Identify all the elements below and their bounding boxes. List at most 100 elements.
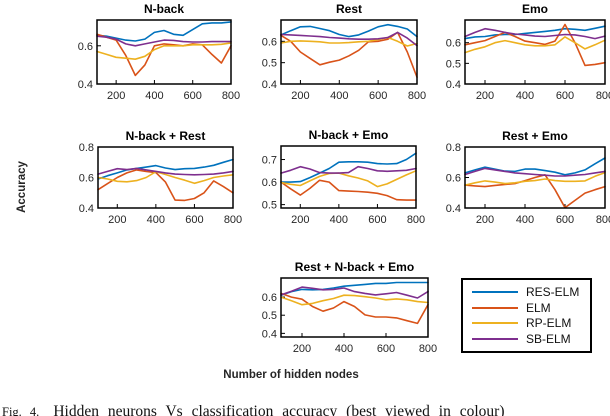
- x-tick-label: 600: [184, 90, 202, 102]
- plot-box: [280, 277, 429, 338]
- x-tick-label: 800: [419, 343, 437, 355]
- plot-box: [280, 145, 417, 209]
- series-line-sb-elm: [280, 286, 429, 299]
- subplot-title: Rest: [336, 2, 362, 16]
- y-tick-label: 0.6: [262, 292, 277, 304]
- subplot-nback-emo: N-back + Emo 0.5 0.6 0.7 200 400 600 800: [247, 126, 426, 232]
- legend-entry-res-elm: RES-ELM: [472, 285, 590, 299]
- series-line-res-elm: [464, 157, 606, 176]
- x-tick-label: 600: [185, 214, 203, 226]
- legend-label-elm: ELM: [526, 300, 551, 315]
- series-line-rp-elm: [464, 36, 606, 54]
- x-tick-label: 400: [516, 214, 534, 226]
- x-tick-label: 400: [516, 90, 534, 102]
- subplot-canvas: Rest + N-back + Emo 0.4 0.5 0.6 200 400 600 800: [262, 260, 437, 355]
- x-tick-label: 800: [596, 90, 610, 102]
- series-line-sb-elm: [96, 35, 232, 47]
- legend-entry-elm: ELM: [472, 301, 590, 315]
- series-line-rp-elm: [280, 36, 418, 47]
- x-tick-label: 200: [108, 214, 126, 226]
- series-line-res-elm: [280, 152, 417, 183]
- subplot-title: N-back: [144, 2, 184, 16]
- series-line-sb-elm: [464, 167, 606, 177]
- x-tick-label: 200: [291, 214, 309, 226]
- x-tick-label: 400: [335, 343, 353, 355]
- legend-line-rp-elm-icon: [472, 322, 518, 325]
- x-axis-label: Number of hidden nodes: [223, 369, 359, 381]
- series-line-res-elm: [96, 21, 232, 42]
- subplot-nback: N-back 0.4 0.6 200 400 600 800: [63, 0, 241, 108]
- y-tick-label: 0.5: [446, 58, 461, 70]
- plot-box: [464, 19, 606, 85]
- series-line-res-elm: [464, 25, 606, 40]
- series-line-elm: [464, 23, 606, 67]
- x-tick-label: 800: [408, 90, 426, 102]
- legend-line-sb-elm-icon: [472, 338, 518, 341]
- series-line-sb-elm: [280, 165, 417, 174]
- y-tick-label: 0.4: [446, 203, 461, 215]
- subplot-emo: Emo 0.4 0.5 0.6 200 400 600 800: [431, 0, 610, 108]
- x-tick-label: 800: [596, 214, 610, 226]
- x-tick-label: 400: [330, 90, 348, 102]
- y-tick-label: 0.5: [262, 58, 277, 70]
- y-tick-label: 0.8: [446, 142, 461, 154]
- x-tick-label: 200: [476, 214, 494, 226]
- legend-label-sb-elm: SB-ELM: [526, 332, 571, 347]
- y-tick-label: 0.4: [262, 79, 277, 91]
- plot-box: [464, 146, 606, 209]
- subplot-title: Rest + Emo: [502, 129, 568, 143]
- series-line-elm: [97, 169, 234, 202]
- series-line-res-elm: [97, 158, 234, 180]
- series-line-sb-elm: [97, 167, 234, 176]
- y-tick-label: 0.6: [79, 173, 94, 185]
- y-tick-label: 0.6: [446, 173, 461, 185]
- legend-line-elm-icon: [472, 306, 518, 309]
- figure-caption: Fig. 4. Hidden neurons Vs classification …: [2, 403, 610, 416]
- y-tick-label: 0.5: [262, 200, 277, 212]
- x-tick-label: 200: [293, 343, 311, 355]
- series-line-rp-elm: [280, 169, 417, 188]
- subplot-canvas: Rest 0.4 0.5 0.6 200 400 600 800: [262, 2, 426, 102]
- x-tick-label: 600: [377, 343, 395, 355]
- legend-label-res-elm: RES-ELM: [526, 284, 580, 299]
- subplot-canvas: N-back + Rest 0.4 0.6 0.8 200 400 600 800: [79, 129, 242, 226]
- y-tick-label: 0.5: [262, 310, 277, 322]
- series-line-elm: [464, 173, 606, 209]
- plot-box: [280, 19, 418, 85]
- y-tick-label: 0.7: [262, 155, 277, 167]
- y-tick-label: 0.4: [79, 203, 94, 215]
- series-line-elm: [96, 33, 232, 77]
- y-tick-label: 0.4: [78, 79, 93, 91]
- y-axis-label: Accuracy: [16, 161, 28, 213]
- x-tick-label: 800: [224, 214, 242, 226]
- series-line-rp-elm: [280, 294, 429, 306]
- y-tick-label: 0.4: [446, 79, 461, 91]
- legend: RES-ELM ELM RP-ELM SB-ELM: [461, 278, 592, 353]
- x-tick-label: 400: [145, 90, 163, 102]
- plot-box: [96, 19, 232, 85]
- y-tick-label: 0.4: [262, 328, 277, 340]
- y-tick-label: 0.6: [262, 177, 277, 189]
- x-tick-label: 400: [330, 214, 348, 226]
- x-tick-label: 200: [476, 90, 494, 102]
- x-tick-label: 400: [147, 214, 165, 226]
- y-tick-label: 0.8: [79, 142, 94, 154]
- x-tick-label: 600: [369, 90, 387, 102]
- x-tick-label: 200: [291, 90, 309, 102]
- legend-label-rp-elm: RP-ELM: [526, 316, 572, 331]
- series-line-elm: [280, 179, 417, 201]
- x-tick-label: 600: [368, 214, 386, 226]
- legend-line-res-elm-icon: [472, 290, 518, 293]
- subplot-canvas: N-back + Emo 0.5 0.6 0.7 200 400 600 800: [262, 128, 425, 226]
- series-line-res-elm: [280, 281, 429, 297]
- subplot-title: N-back + Rest: [126, 129, 206, 143]
- subplot-title: Rest + N-back + Emo: [295, 260, 414, 274]
- series-line-sb-elm: [464, 27, 606, 40]
- x-tick-label: 800: [222, 90, 240, 102]
- x-tick-label: 800: [407, 214, 425, 226]
- subplot-nback-rest: N-back + Rest 0.4 0.6 0.8 200 400 600 800: [64, 127, 243, 232]
- y-tick-label: 0.6: [446, 38, 461, 50]
- series-line-res-elm: [280, 23, 418, 38]
- subplot-title: Emo: [522, 2, 548, 16]
- y-tick-label: 0.6: [262, 36, 277, 48]
